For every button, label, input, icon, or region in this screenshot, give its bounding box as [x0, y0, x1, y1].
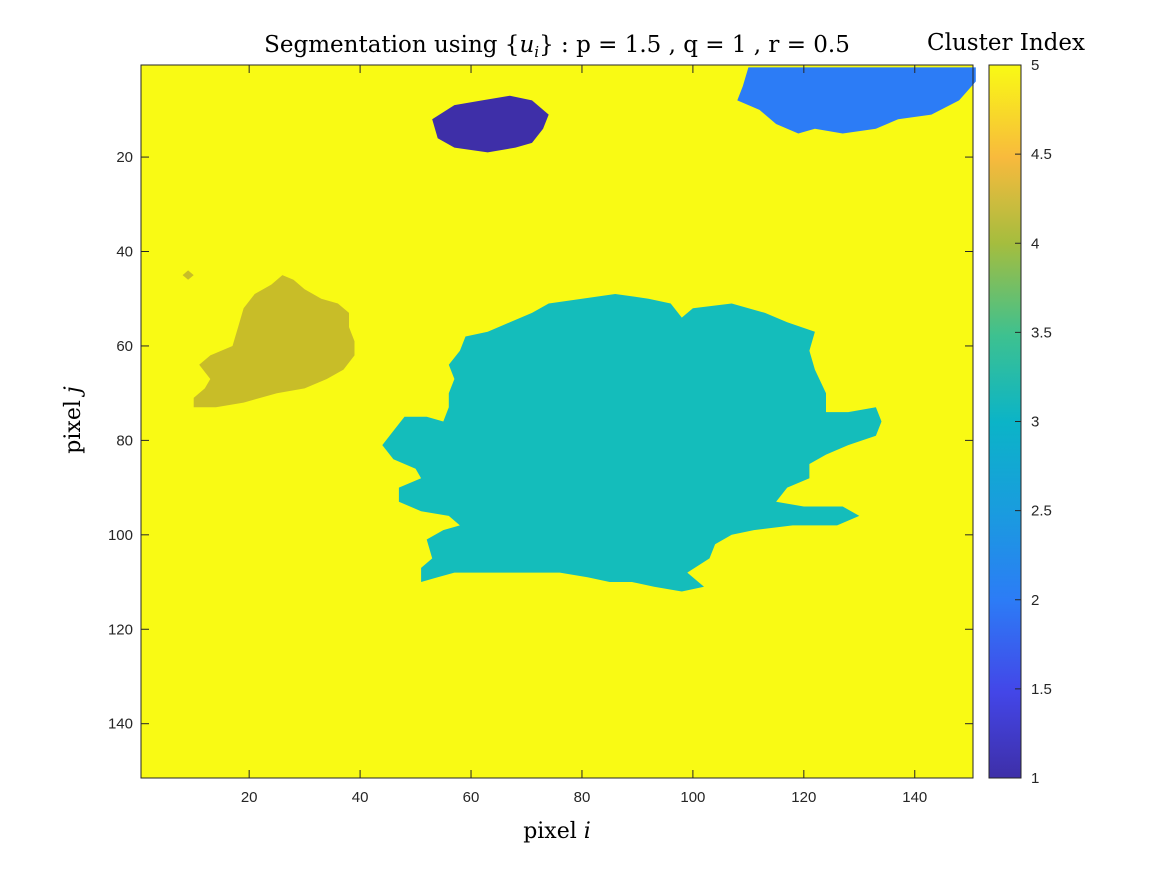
chart-title-suffix: } : p = 1.5 , q = 1 , r = 0.5	[539, 32, 850, 58]
x-tick-label: 60	[463, 789, 480, 806]
colorbar-tick-label: 2.5	[1031, 503, 1052, 520]
plot-area: 20 40 60 80 100 120 140 20 40 60 80 100 120 140	[108, 64, 976, 806]
x-axis-label-var: i	[584, 819, 591, 844]
x-axis-label-text: pixel	[523, 819, 584, 844]
colorbar-tick-label: 3	[1031, 414, 1039, 431]
y-tick-label: 140	[108, 716, 133, 733]
colorbar-tick-label: 1	[1031, 770, 1039, 787]
cluster-4-region-3	[182, 270, 194, 280]
y-axis-ticks: 20 40 60 80 100 120 140	[108, 149, 973, 733]
chart-title-var: u	[519, 32, 534, 58]
colorbar-tick-label: 4	[1031, 235, 1039, 252]
colorbar-tick-label: 2	[1031, 592, 1039, 609]
cluster-regions	[182, 67, 976, 592]
cluster-1-region-0	[432, 95, 549, 153]
chart-title-prefix: Segmentation using {	[264, 32, 519, 58]
colorbar-tick-label: 1.5	[1031, 681, 1052, 698]
x-tick-label: 80	[574, 789, 591, 806]
cluster-2-region-1	[737, 67, 976, 134]
colorbar-tick-label: 3.5	[1031, 324, 1052, 341]
colorbar-tick-label: 5	[1031, 57, 1039, 74]
y-tick-label: 100	[108, 527, 133, 544]
x-tick-label: 100	[680, 789, 705, 806]
plot-frame	[140, 64, 974, 779]
colorbar: 1 1.5 2 2.5 3 3.5 4 4.5 5	[988, 57, 1052, 787]
x-tick-label: 40	[352, 789, 369, 806]
colorbar-title: Cluster Index	[927, 30, 1085, 56]
chart-title-sub: i	[534, 43, 539, 61]
y-axis-label: pixel j	[61, 386, 86, 454]
y-tick-label: 80	[116, 432, 133, 449]
cluster-3-region-4	[382, 294, 882, 592]
colorbar-tick-label: 4.5	[1031, 146, 1052, 163]
x-tick-label: 140	[902, 789, 927, 806]
cluster-4-region-2	[193, 275, 355, 408]
y-tick-label: 120	[108, 621, 133, 638]
x-tick-label: 120	[791, 789, 816, 806]
colorbar-ticks: 1 1.5 2 2.5 3 3.5 4 4.5 5	[1015, 57, 1052, 787]
chart-title: Segmentation using {ui} : p = 1.5 , q = …	[264, 32, 850, 61]
x-axis-label: pixel i	[523, 819, 591, 844]
y-axis-label-text: pixel	[61, 393, 86, 454]
x-axis-ticks: 20 40 60 80 100 120 140	[241, 65, 927, 806]
x-tick-label: 20	[241, 789, 258, 806]
y-tick-label: 40	[116, 244, 133, 261]
y-tick-label: 60	[116, 338, 133, 355]
y-tick-label: 20	[116, 149, 133, 166]
